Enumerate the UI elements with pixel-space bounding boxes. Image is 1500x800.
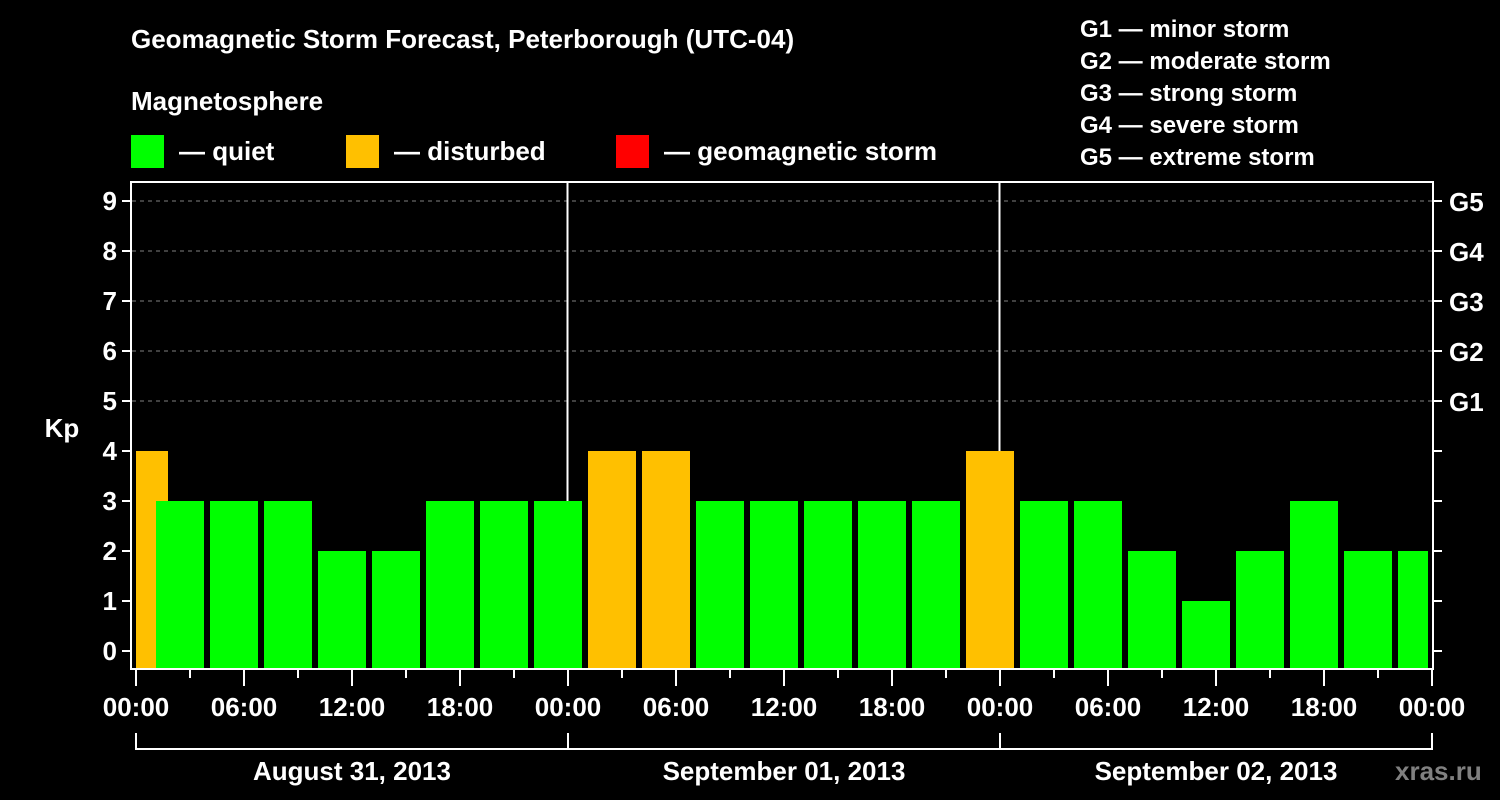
- x-tick-label: 12:00: [319, 692, 386, 722]
- x-tick-label: 12:00: [1183, 692, 1250, 722]
- legend-item-disturbed: — disturbed: [346, 134, 546, 168]
- legend-item-quiet: — quiet: [131, 134, 275, 168]
- x-tick-label: 18:00: [427, 692, 494, 722]
- x-tick-label: 00:00: [1399, 692, 1466, 722]
- y-axis-label: Kp: [45, 413, 80, 443]
- kp-bar: [1236, 551, 1284, 668]
- x-tick-label: 06:00: [643, 692, 710, 722]
- x-tick-label: 18:00: [1291, 692, 1358, 722]
- kp-bar: [696, 501, 744, 668]
- g-tick-label: G4: [1449, 237, 1484, 267]
- kp-bar: [588, 451, 636, 668]
- kp-bar: [156, 501, 204, 668]
- kp-bar: [1128, 551, 1176, 668]
- kp-bar: [1398, 551, 1428, 668]
- quiet-swatch: [131, 134, 164, 168]
- g-tick-label: G2: [1449, 337, 1484, 367]
- g-scale-item: G1 — minor storm: [1080, 16, 1290, 43]
- y-tick-label: 8: [103, 236, 117, 266]
- kp-bar: [1074, 501, 1122, 668]
- legend-title: Magnetosphere: [131, 86, 324, 116]
- y-tick-label: 6: [103, 336, 117, 366]
- g-tick-label: G3: [1449, 287, 1484, 317]
- kp-bar: [1020, 501, 1068, 668]
- y-tick-label: 0: [103, 636, 117, 666]
- g-scale-item: G4 — severe storm: [1080, 112, 1299, 139]
- date-label: August 31, 2013: [253, 756, 451, 786]
- date-brackets: August 31, 2013 September 01, 2013 Septemb…: [135, 733, 1433, 786]
- g-scale-item: G2 — moderate storm: [1080, 48, 1331, 75]
- legend-label: — quiet: [179, 135, 275, 166]
- g-axis: G1 G2 G3 G4 G5: [1433, 187, 1484, 652]
- kp-bar: [210, 501, 258, 668]
- kp-bar: [480, 501, 528, 668]
- g-tick-label: G5: [1449, 187, 1484, 217]
- kp-bar: [804, 501, 852, 668]
- y-tick-label: 1: [103, 586, 117, 616]
- g-tick-label: G1: [1449, 387, 1484, 417]
- date-label: September 01, 2013: [663, 756, 906, 786]
- disturbed-swatch: [346, 134, 379, 168]
- kp-bar: [1344, 551, 1392, 668]
- kp-bar: [966, 451, 1014, 668]
- kp-bar: [912, 501, 960, 668]
- kp-bar: [1290, 501, 1338, 668]
- x-tick-label: 12:00: [751, 692, 818, 722]
- y-tick-label: 5: [103, 386, 117, 416]
- g-scale-item: G3 — strong storm: [1080, 80, 1298, 107]
- x-tick-label: 06:00: [1075, 692, 1142, 722]
- legend-item-storm: — geomagnetic storm: [616, 134, 938, 168]
- plot-frame: [130, 181, 1434, 670]
- chart-title: Geomagnetic Storm Forecast, Peterborough…: [131, 24, 795, 54]
- g-scale-legend: G1 — minor storm G2 — moderate storm G3 …: [1080, 14, 1331, 174]
- g-scale-item: G5 — extreme storm: [1080, 144, 1315, 171]
- x-tick-label: 00:00: [103, 692, 170, 722]
- y-tick-label: 2: [103, 536, 117, 566]
- kp-bar: [858, 501, 906, 668]
- x-tick-label: 00:00: [535, 692, 602, 722]
- kp-bar: [264, 501, 312, 668]
- storm-swatch: [616, 134, 649, 168]
- x-tick-label: 06:00: [211, 692, 278, 722]
- y-tick-label: 7: [103, 286, 117, 316]
- grid-lines: [132, 200, 1432, 402]
- x-tick-label: 18:00: [859, 692, 926, 722]
- kp-bar: [642, 451, 690, 668]
- kp-bar: [534, 501, 582, 668]
- kp-bar: [750, 501, 798, 668]
- date-label: September 02, 2013: [1095, 756, 1338, 786]
- watermark: xras.ru: [1395, 756, 1482, 786]
- kp-bar: [372, 551, 420, 668]
- kp-bar: [318, 551, 366, 668]
- y-axis: 0 1 2 3 4 5 6 7 8 9: [103, 186, 131, 666]
- bars: [136, 451, 1428, 668]
- x-tick-label: 00:00: [967, 692, 1034, 722]
- y-tick-label: 9: [103, 186, 117, 216]
- y-tick-label: 4: [103, 436, 118, 466]
- x-axis: 00:00 06:00 12:00 18:00 00:00 06:00 12:00 18:00…: [103, 669, 1466, 722]
- legend-label: — geomagnetic storm: [664, 135, 938, 166]
- kp-bar: [1182, 601, 1230, 668]
- y-tick-label: 3: [103, 486, 117, 516]
- legend-label: — disturbed: [394, 135, 546, 166]
- kp-bar: [426, 501, 474, 668]
